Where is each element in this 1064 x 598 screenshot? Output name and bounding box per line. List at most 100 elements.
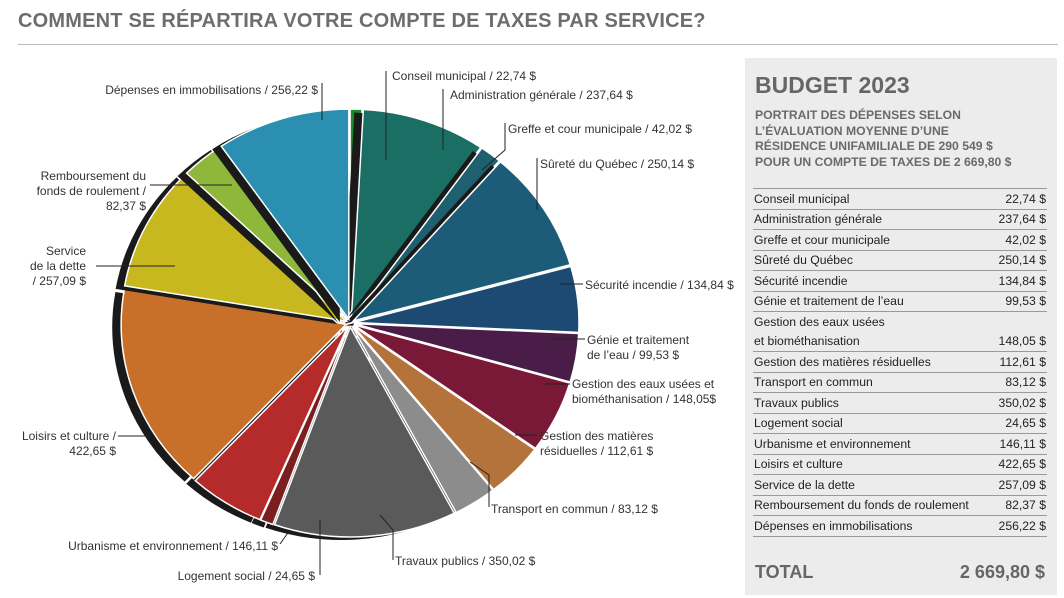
slice-label: Service de la dette/ 257,09 $ <box>30 244 86 289</box>
table-row: Dépenses en immobilisations 256,22 $ <box>753 516 1047 537</box>
table-row: Greffe et cour municipale 42,02 $ <box>753 230 1047 251</box>
row-label-line: Gestion des eaux usées <box>754 315 885 329</box>
pie-slice <box>353 322 580 383</box>
row-value: 82,37 $ <box>1005 498 1046 512</box>
budget-panel: BUDGET 2023 PORTRAIT DES DÉPENSES SELON … <box>745 58 1057 595</box>
page-title: COMMENT SE RÉPARTIRA VOTRE COMPTE DE TAX… <box>18 10 706 32</box>
budget-subtitle: PORTRAIT DES DÉPENSES SELON L’ÉVALUATION… <box>755 108 1050 170</box>
budget-table: Conseil municipal 22,74 $ Administration g… <box>753 188 1047 537</box>
table-row: Urbanisme et environnement 146,11 $ <box>753 434 1047 455</box>
row-label-line: Greffe et cour municipale <box>754 232 890 247</box>
slice-label-line: Urbanisme et environnement / 146,11 $ <box>68 539 278 553</box>
table-row: Remboursement du fonds de roulement 82,37… <box>753 496 1047 516</box>
pie-slice <box>194 325 349 521</box>
row-label: Gestion des eaux usées et biométhanisatio… <box>754 313 885 351</box>
slice-label-line: résiduelles / 112,61 $ <box>540 444 654 458</box>
slice-label-line: Administration générale / 237,64 $ <box>450 88 633 102</box>
row-value: 256,22 $ <box>998 518 1046 533</box>
slice-label: Logement social / 24,65 $ <box>178 569 315 584</box>
slice-label: Sécurité incendie / 134,84 $ <box>585 278 734 293</box>
slice-label-line: biométhanisation / 148,05$ <box>572 392 717 406</box>
row-value: 350,02 $ <box>998 395 1046 410</box>
row-value: 146,11 $ <box>999 436 1046 451</box>
row-label: Gestion des matières résiduelles <box>754 353 931 372</box>
total-value: 2 669,80 $ <box>959 562 1045 582</box>
row-label: Loisirs et culture <box>754 455 843 474</box>
subtitle-line: L’ÉVALUATION MOYENNE D’UNE <box>755 123 949 138</box>
slice-label-line: Sûreté du Québec / 250,14 $ <box>540 157 695 171</box>
leader-line <box>379 514 394 560</box>
slice-label-line: Transport en commun / 83,12 $ <box>491 502 658 516</box>
row-label-line: Gestion des matières résiduelles <box>754 354 931 369</box>
row-label: Sûreté du Québec <box>754 251 853 270</box>
pie-slice <box>120 288 348 480</box>
slice-label-line: Loisirs et culture / <box>21 429 116 443</box>
table-row: Conseil municipal 22,74 $ <box>753 189 1047 210</box>
slice-label: Administration générale / 237,64 $ <box>450 88 633 103</box>
row-value: 99,53 $ <box>1005 294 1046 308</box>
row-label: Urbanisme et environnement <box>754 435 911 454</box>
row-value: 83,12 $ <box>1005 375 1046 389</box>
pie-chart <box>96 71 585 575</box>
slice-label-line: 82,37 $ <box>105 199 146 213</box>
pie-slice <box>352 325 536 491</box>
table-row: Gestion des matières résiduelles 112,61 $ <box>753 352 1047 373</box>
row-label: Sécurité incendie <box>754 272 848 291</box>
table-row: Service de la dette 257,09 $ <box>753 475 1047 496</box>
slice-label-line: Gestion des matières <box>540 429 654 443</box>
slice-label-line: fonds de roulement / <box>36 184 146 198</box>
subtitle-line: RÉSIDENCE UNIFAMILIALE DE 290 549 $ <box>755 139 993 153</box>
pie-slice <box>350 108 482 322</box>
pie-slice <box>259 326 350 526</box>
table-row: Gestion des eaux usées et biométhanisatio… <box>753 312 1047 352</box>
pie-slice <box>353 324 571 450</box>
row-label-line: Travaux publics <box>754 395 839 410</box>
table-row: Travaux publics 350,02 $ <box>753 393 1047 414</box>
total-row: TOTAL 2 669,80 $ <box>755 562 1045 583</box>
slice-label: Transport en commun / 83,12 $ <box>491 502 658 517</box>
slice-label-line: Service <box>45 244 86 258</box>
leader-line <box>481 123 506 171</box>
subtitle-line: POUR UN COMPTE DE TAXES DE 2 669,80 $ <box>755 154 1012 169</box>
leader-line <box>469 461 490 507</box>
pie-slice <box>351 160 572 323</box>
slice-label-line: Conseil municipal / 22,74 $ <box>392 69 537 83</box>
pie-slice <box>220 108 350 322</box>
row-label-line: Administration générale <box>754 212 883 226</box>
row-label-line: Transport en commun <box>754 375 873 389</box>
row-label-line: Sécurité incendie <box>754 273 848 288</box>
subtitle-line: PORTRAIT DES DÉPENSES SELON <box>755 108 961 122</box>
row-label: Conseil municipal <box>754 190 850 209</box>
slice-label: Dépenses en immobilisations / 256,22 $ <box>105 83 318 98</box>
slice-label: Gestion des eaux usées et biométhanisatio… <box>572 377 716 407</box>
title-divider <box>18 44 1058 45</box>
row-value: 250,14 $ <box>998 253 1046 267</box>
slice-label-line: de l’eau / 99,53 $ <box>587 348 680 362</box>
slice-label-line: Greffe et cour municipale / 42,02 $ <box>508 122 692 136</box>
row-value: 422,65 $ <box>998 457 1046 471</box>
pie-slice <box>353 265 580 334</box>
total-label: TOTAL <box>755 562 814 582</box>
pie-slice <box>351 325 495 514</box>
budget-title: BUDGET 2023 <box>755 72 910 98</box>
slice-label: Greffe et cour municipale / 42,02 $ <box>508 122 692 137</box>
slice-label: Génie et traitement de l’eau / 99,53 $ <box>587 333 689 363</box>
row-label: Remboursement du fonds de roulement <box>754 496 969 515</box>
row-value: 22,74 $ <box>1005 191 1046 206</box>
table-row: Sécurité incendie 134,84 $ <box>753 271 1047 292</box>
slice-label: Sûreté du Québec / 250,14 $ <box>540 157 694 172</box>
row-label-line: Remboursement du fonds de roulement <box>754 498 969 512</box>
slice-label: Conseil municipal / 22,74 $ <box>392 69 536 84</box>
slice-label-line: Génie et traitement <box>587 333 690 347</box>
table-row: Logement social 24,65 $ <box>753 414 1047 434</box>
row-value: 24,65 $ <box>1005 416 1046 430</box>
slice-label-line: Remboursement du <box>40 169 146 183</box>
row-label-line: Loisirs et culture <box>754 457 843 471</box>
row-value: 42,02 $ <box>1005 232 1046 247</box>
pie-slice <box>273 325 456 538</box>
slice-label: Gestion des matières résiduelles / 112,61… <box>540 429 653 459</box>
slice-label-line: Gestion des eaux usées et <box>572 377 715 391</box>
row-label: Logement social <box>754 414 843 433</box>
row-label: Travaux publics <box>754 394 839 413</box>
slice-label-line: Dépenses en immobilisations / 256,22 $ <box>105 83 318 97</box>
